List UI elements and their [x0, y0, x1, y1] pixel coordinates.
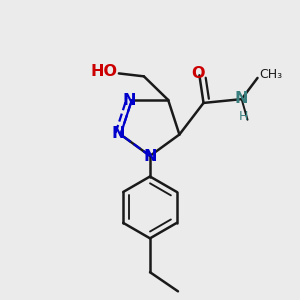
Text: N: N [235, 91, 248, 106]
Text: N: N [112, 126, 125, 141]
Text: N: N [123, 93, 136, 108]
Text: O: O [191, 66, 205, 81]
Text: H: H [238, 110, 248, 123]
Text: N: N [143, 149, 157, 164]
Text: CH₃: CH₃ [259, 68, 282, 82]
Text: HO: HO [90, 64, 117, 80]
